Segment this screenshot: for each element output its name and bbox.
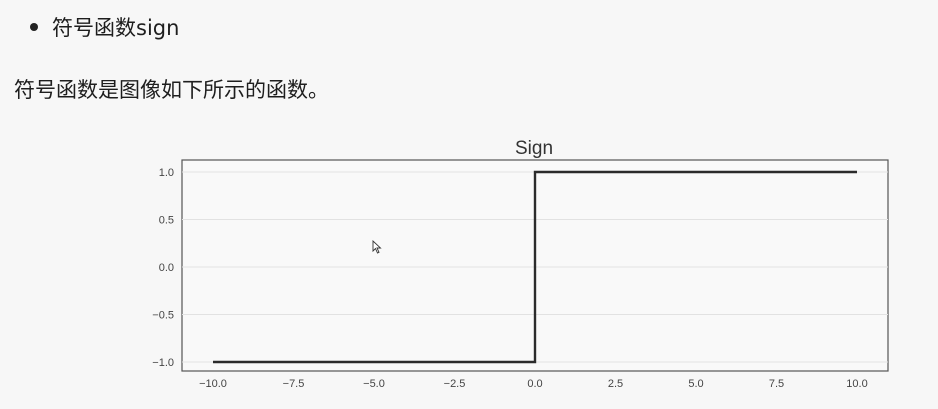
sign-chart: Sign −1.0 −0.5 0.0 0.5 1.0 −10.0 −7.5 −5.0 −2.5… <box>140 128 900 409</box>
y-tick-label: 0.0 <box>159 262 174 274</box>
mouse-cursor-icon <box>372 240 382 254</box>
y-tick-label: −1.0 <box>152 357 174 369</box>
chart-svg: Sign −1.0 −0.5 0.0 0.5 1.0 −10.0 −7.5 −5.0 −2.5… <box>152 138 889 390</box>
y-ticks: −1.0 −0.5 0.0 0.5 1.0 <box>152 167 174 369</box>
paragraph: 符号函数是图像如下所示的函数。 <box>14 78 329 102</box>
x-tick-label: −5.0 <box>363 378 385 390</box>
x-tick-label: 2.5 <box>608 378 623 390</box>
y-tick-label: 0.5 <box>159 215 174 227</box>
bullet-text: 符号函数sign <box>52 16 180 40</box>
sign-series-line <box>213 170 857 364</box>
x-tick-label: 10.0 <box>846 378 867 390</box>
series-lines <box>213 170 857 364</box>
chart-title: Sign <box>515 138 553 159</box>
x-tick-label: −2.5 <box>444 378 466 390</box>
y-tick-label: 1.0 <box>159 167 174 179</box>
y-tick-label: −0.5 <box>152 310 174 322</box>
x-tick-label: −7.5 <box>283 378 305 390</box>
x-tick-label: 5.0 <box>688 378 703 390</box>
bullet-dot-icon <box>30 23 38 31</box>
bullet-item: 符号函数sign <box>30 12 179 42</box>
x-ticks: −10.0 −7.5 −5.0 −2.5 0.0 2.5 5.0 7.5 10.0 <box>199 378 868 390</box>
x-tick-label: 7.5 <box>769 378 784 390</box>
x-tick-label: 0.0 <box>527 378 542 390</box>
x-tick-label: −10.0 <box>199 378 227 390</box>
